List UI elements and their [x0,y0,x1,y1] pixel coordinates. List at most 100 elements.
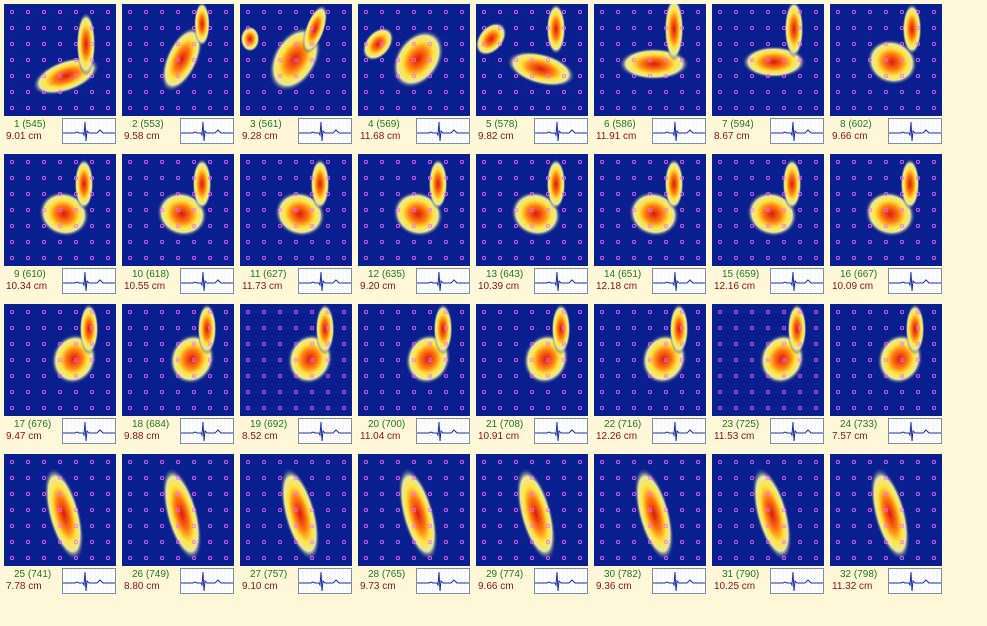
sensor-dot [176,58,181,63]
sensor-dot [176,25,181,30]
field-map[interactable] [712,4,824,116]
frame-25[interactable]: 25 (741) 7.78 cm [0,450,118,597]
frame-31[interactable]: 31 (790) 10.25 cm [708,450,826,597]
field-hotspot [398,467,438,561]
field-map[interactable] [240,304,352,416]
field-map[interactable] [476,304,588,416]
frame-16[interactable]: 16 (667) 10.09 cm [826,150,944,297]
frame-23[interactable]: 23 (725) 11.53 cm [708,300,826,447]
field-map[interactable] [476,4,588,116]
field-map[interactable] [594,154,706,266]
frame-5[interactable]: 5 (578) 9.82 cm [472,0,590,147]
frame-13[interactable]: 13 (643) 10.39 cm [472,150,590,297]
field-map[interactable] [830,4,942,116]
field-map[interactable] [4,454,116,566]
sensor-dot [514,540,519,545]
sensor-dot [497,175,502,180]
sensor-dot [530,58,535,63]
sensor-dot [916,492,921,497]
field-map[interactable] [358,304,470,416]
frame-8[interactable]: 8 (602) 9.66 cm [826,0,944,147]
field-map[interactable] [476,154,588,266]
sensor-dot [750,208,755,213]
sensor-dot [396,406,401,411]
field-map[interactable] [4,154,116,266]
sensor-dot [90,74,95,79]
frame-18[interactable]: 18 (684) 9.88 cm [118,300,236,447]
frame-9[interactable]: 9 (610) 10.34 cm [0,150,118,297]
frame-7[interactable]: 7 (594) 8.67 cm [708,0,826,147]
frame-21[interactable]: 21 (708) 10.91 cm [472,300,590,447]
frame-4[interactable]: 4 (569) 11.68 cm [354,0,472,147]
field-map[interactable] [358,454,470,566]
sensor-dot [25,390,30,395]
sensor-dot [696,390,701,395]
field-map[interactable] [712,304,824,416]
frame-1[interactable]: 1 (545) 9.01 cm [0,0,118,147]
field-map[interactable] [240,454,352,566]
frame-15[interactable]: 15 (659) 12.16 cm [708,150,826,297]
frame-20[interactable]: 20 (700) 11.04 cm [354,300,472,447]
ecg-thumbnail [888,418,942,444]
sensor-dot [664,106,669,111]
frame-24[interactable]: 24 (733) 7.57 cm [826,300,944,447]
sensor-dot [696,74,701,79]
sensor-dot [600,390,605,395]
sensor-dot [176,160,181,165]
field-map[interactable] [594,454,706,566]
distance-label: 10.25 cm [714,581,756,592]
sensor-dot [798,90,803,95]
sensor-dot [615,342,620,347]
sensor-dot [444,508,449,513]
sensor-dot [836,374,841,379]
field-map[interactable] [476,454,588,566]
field-map[interactable] [712,154,824,266]
frame-26[interactable]: 26 (749) 8.80 cm [118,450,236,597]
field-map[interactable] [4,304,116,416]
field-map[interactable] [358,154,470,266]
sensor-dot [364,90,369,95]
sensor-dot [396,240,401,245]
frame-30[interactable]: 30 (782) 9.36 cm [590,450,708,597]
frame-11[interactable]: 11 (627) 11.73 cm [236,150,354,297]
field-map[interactable] [4,4,116,116]
frame-14[interactable]: 14 (651) 12.18 cm [590,150,708,297]
frame-17[interactable]: 17 (676) 9.47 cm [0,300,118,447]
field-map[interactable] [122,4,234,116]
field-map[interactable] [122,454,234,566]
frame-22[interactable]: 22 (716) 12.26 cm [590,300,708,447]
sensor-dot [578,310,583,315]
sensor-dot [482,475,487,480]
frame-19[interactable]: 19 (692) 8.52 cm [236,300,354,447]
field-map[interactable] [594,4,706,116]
field-map[interactable] [240,4,352,116]
sensor-dot [546,342,551,347]
field-map[interactable] [358,4,470,116]
sensor-dot [900,508,905,513]
frame-29[interactable]: 29 (774) 9.66 cm [472,450,590,597]
frame-2[interactable]: 2 (553) 9.58 cm [118,0,236,147]
frame-3[interactable]: 3 (561) 9.28 cm [236,0,354,147]
field-map[interactable] [122,304,234,416]
sensor-dot [664,508,669,513]
sensor-dot [294,25,299,30]
field-map[interactable] [594,304,706,416]
field-map[interactable] [830,304,942,416]
frame-28[interactable]: 28 (765) 9.73 cm [354,450,472,597]
sensor-dot [428,310,433,315]
frame-6[interactable]: 6 (586) 11.91 cm [590,0,708,147]
frame-12[interactable]: 12 (635) 9.20 cm [354,150,472,297]
field-map[interactable] [830,154,942,266]
sensor-dot [733,508,738,513]
frame-32[interactable]: 32 (798) 11.32 cm [826,450,944,597]
frame-index-label: 12 (635) [368,269,406,280]
sensor-dot [364,342,369,347]
sensor-dot [851,175,856,180]
sensor-dot [530,42,535,47]
field-map[interactable] [712,454,824,566]
frame-10[interactable]: 10 (618) 10.55 cm [118,150,236,297]
field-map[interactable] [830,454,942,566]
field-map[interactable] [122,154,234,266]
frame-27[interactable]: 27 (757) 9.10 cm [236,450,354,597]
field-map[interactable] [240,154,352,266]
